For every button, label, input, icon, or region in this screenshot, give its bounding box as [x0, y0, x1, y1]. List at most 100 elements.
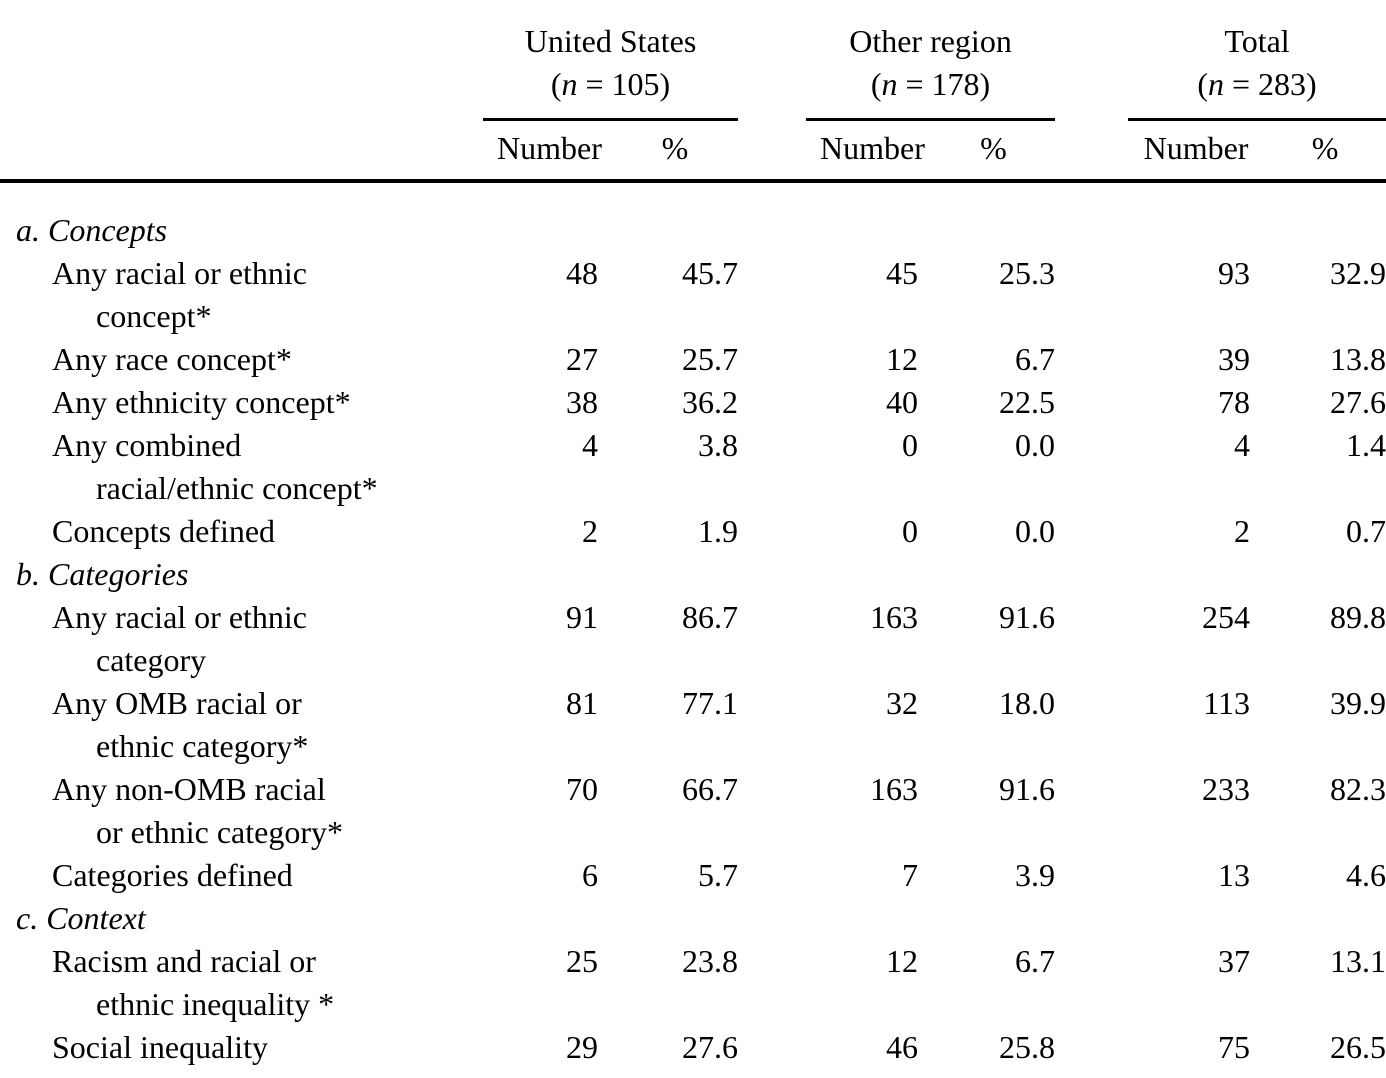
group-n-label: (n = 105) — [483, 63, 738, 106]
column-gap — [1055, 940, 1128, 1026]
row-label: Any race concept* — [52, 341, 292, 377]
table-row: Any combined racial/ethnic concept* 4 3.8 0… — [0, 424, 1386, 510]
col-header-number-total: Number — [1128, 119, 1251, 183]
cell-other-percent: 6.7 — [1015, 341, 1056, 377]
cell-us-percent: 3.8 — [698, 427, 738, 463]
cell-total-number: 13 — [1218, 857, 1251, 893]
cell-total-percent: 82.3 — [1330, 771, 1386, 807]
col-header-number-us: Number — [483, 119, 602, 183]
cell-total-number: 39 — [1218, 341, 1251, 377]
cell-total-number: 254 — [1202, 599, 1251, 635]
column-gap — [1055, 854, 1128, 897]
column-gap — [1055, 252, 1128, 338]
column-gap — [738, 510, 806, 553]
column-gap — [738, 424, 806, 510]
cell-us-percent: 27.6 — [682, 1029, 738, 1065]
table-row: Any ethnicity concept* 38 36.2 40 22.5 78 27.6 — [0, 381, 1386, 424]
cell-other-percent: 91.6 — [999, 599, 1056, 635]
column-gap — [1055, 510, 1128, 553]
column-gap — [738, 768, 806, 854]
cell-other-number: 163 — [870, 599, 918, 635]
cell-other-number: 12 — [886, 943, 918, 979]
cell-us-number: 29 — [566, 1029, 598, 1065]
column-gap — [1055, 119, 1129, 183]
cell-other-number: 163 — [870, 771, 918, 807]
cell-other-number: 7 — [902, 857, 918, 893]
cell-us-percent: 25.7 — [682, 341, 738, 377]
table-row: Social inequality 29 27.6 46 25.8 75 26.5 — [0, 1026, 1386, 1069]
column-gap — [1055, 596, 1128, 682]
row-label: Categories defined — [52, 857, 293, 893]
n-prefix: ( — [550, 66, 562, 102]
group-n-label: (n = 178) — [806, 63, 1055, 106]
cell-us-number: 25 — [566, 943, 598, 979]
column-gap — [738, 0, 806, 120]
cell-us-number: 70 — [566, 771, 598, 807]
column-gap — [738, 940, 806, 1026]
group-header-united-states: United States (n = 105) — [483, 0, 738, 121]
empty-header-cell — [0, 0, 483, 120]
table-body: a. Concepts Any racial or ethnic concept*… — [0, 181, 1386, 1069]
cell-us-percent: 5.7 — [698, 857, 738, 893]
cell-us-number: 48 — [566, 255, 598, 291]
column-gap — [738, 252, 806, 338]
cell-total-percent: 13.8 — [1330, 341, 1386, 377]
cell-total-number: 37 — [1218, 943, 1251, 979]
cell-other-percent: 18.0 — [999, 685, 1056, 721]
column-gap — [1055, 682, 1128, 768]
n-variable: n — [1208, 66, 1224, 102]
n-prefix: ( — [870, 66, 882, 102]
group-title: Total — [1224, 23, 1290, 59]
column-gap — [738, 682, 806, 768]
row-label: Social inequality — [52, 1029, 268, 1065]
cell-other-number: 0 — [902, 427, 918, 463]
col-header-percent-other: % — [918, 119, 1056, 183]
column-gap — [738, 119, 806, 183]
group-title: Other region — [849, 23, 1012, 59]
n-suffix: = 283) — [1224, 66, 1317, 102]
row-label: Any racial or ethnic concept* — [52, 255, 307, 334]
column-gap — [1055, 381, 1128, 424]
n-suffix: = 178) — [897, 66, 991, 102]
cell-total-percent: 32.9 — [1330, 255, 1386, 291]
cell-other-number: 32 — [886, 685, 918, 721]
empty-header-cell — [0, 119, 483, 183]
cell-total-number: 2 — [1234, 513, 1251, 549]
cell-us-percent: 77.1 — [682, 685, 738, 721]
cell-other-percent: 91.6 — [999, 771, 1056, 807]
cell-other-percent: 0.0 — [1015, 427, 1056, 463]
cell-other-percent: 22.5 — [999, 384, 1056, 420]
column-gap — [1055, 768, 1128, 854]
col-header-percent-total: % — [1250, 119, 1386, 183]
cell-total-number: 93 — [1218, 255, 1251, 291]
cell-us-percent: 23.8 — [682, 943, 738, 979]
cell-us-number: 38 — [566, 384, 598, 420]
col-header-number-other: Number — [806, 119, 925, 183]
cell-total-percent: 13.1 — [1330, 943, 1386, 979]
n-prefix: ( — [1197, 66, 1208, 102]
cell-us-percent: 66.7 — [682, 771, 738, 807]
column-gap — [738, 1026, 806, 1069]
column-gap — [738, 854, 806, 897]
subheader-row: Number % Number % Number % — [0, 119, 1386, 183]
group-title: United States — [524, 23, 697, 59]
group-header-total: Total (n = 283) — [1128, 0, 1386, 121]
section-label: c. Context — [16, 900, 146, 936]
cell-total-number: 78 — [1218, 384, 1251, 420]
cell-total-number: 233 — [1202, 771, 1251, 807]
column-gap — [1055, 0, 1128, 120]
group-n-label: (n = 283) — [1128, 63, 1386, 106]
section-label: b. Categories — [16, 556, 189, 592]
cell-us-number: 27 — [566, 341, 598, 377]
cell-us-number: 2 — [582, 513, 598, 549]
cell-us-percent: 45.7 — [682, 255, 738, 291]
row-label: Any ethnicity concept* — [52, 384, 351, 420]
cell-total-percent: 4.6 — [1346, 857, 1386, 893]
row-label: Concepts defined — [52, 513, 276, 549]
row-label: Any combined racial/ethnic concept* — [52, 427, 378, 506]
cell-us-number: 81 — [566, 685, 598, 721]
cell-total-percent: 39.9 — [1330, 685, 1386, 721]
column-gap — [738, 596, 806, 682]
